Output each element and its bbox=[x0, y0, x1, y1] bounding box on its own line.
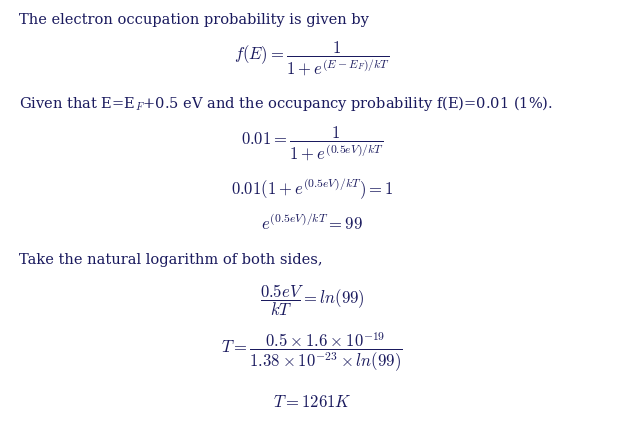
Text: $f(E) = \dfrac{1}{1 + e^{(E-E_F)/kT}}$: $f(E) = \dfrac{1}{1 + e^{(E-E_F)/kT}}$ bbox=[234, 40, 390, 78]
Text: $0.01(1 + e^{(0.5eV)/kT}) = 1$: $0.01(1 + e^{(0.5eV)/kT}) = 1$ bbox=[231, 176, 393, 201]
Text: The electron occupation probability is given by: The electron occupation probability is g… bbox=[19, 13, 369, 27]
Text: $\dfrac{0.5eV}{kT} = ln(99)$: $\dfrac{0.5eV}{kT} = ln(99)$ bbox=[260, 282, 364, 318]
Text: $T = 1261K$: $T = 1261K$ bbox=[273, 394, 351, 411]
Text: $0.01 = \dfrac{1}{1 + e^{(0.5eV)/kT}}$: $0.01 = \dfrac{1}{1 + e^{(0.5eV)/kT}}$ bbox=[241, 125, 383, 163]
Text: Given that E=E$_F$+0.5 eV and the occupancy probability f(E)=0.01 (1%).: Given that E=E$_F$+0.5 eV and the occupa… bbox=[19, 94, 553, 113]
Text: $e^{(0.5eV)/kT} = 99$: $e^{(0.5eV)/kT} = 99$ bbox=[261, 213, 363, 234]
Text: Take the natural logarithm of both sides,: Take the natural logarithm of both sides… bbox=[19, 253, 323, 268]
Text: $T = \dfrac{0.5 \times 1.6 \times 10^{-19}}{1.38 \times 10^{-23} \times ln(99)}$: $T = \dfrac{0.5 \times 1.6 \times 10^{-1… bbox=[222, 330, 402, 374]
